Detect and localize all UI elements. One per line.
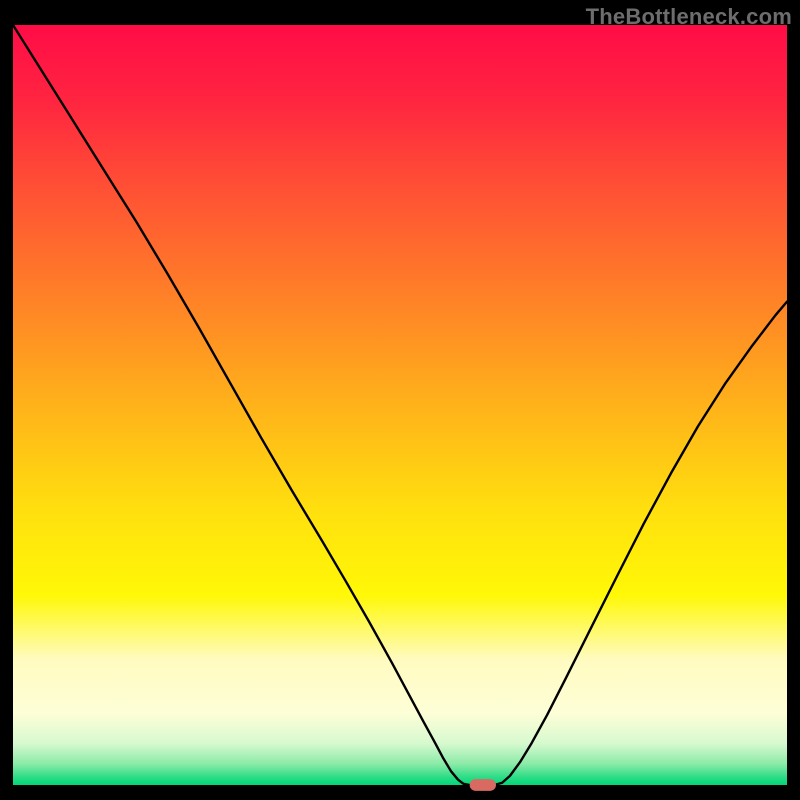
watermark-text: TheBottleneck.com xyxy=(586,4,792,30)
optimal-marker xyxy=(470,779,496,791)
chart-container: TheBottleneck.com xyxy=(0,0,800,800)
bottleneck-chart xyxy=(0,0,800,800)
plot-gradient-background xyxy=(13,25,787,785)
